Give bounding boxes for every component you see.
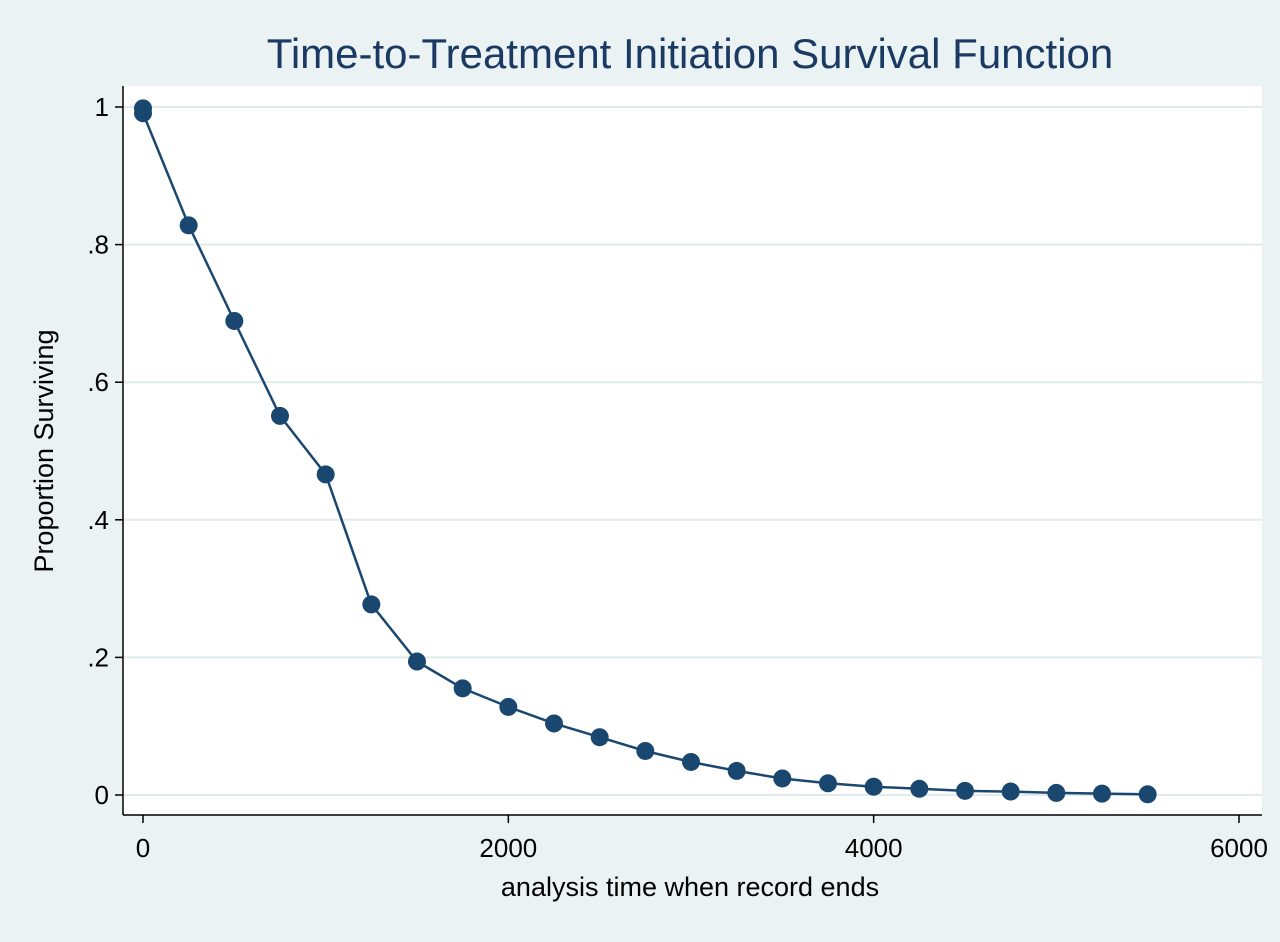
data-point (682, 752, 700, 771)
y-tick-label: .2 (87, 642, 109, 672)
data-point (316, 465, 335, 484)
y-tick-label: 0 (95, 780, 109, 810)
plot-area (123, 86, 1262, 815)
data-point (956, 781, 974, 800)
data-point (362, 595, 381, 614)
data-point (1093, 784, 1111, 803)
y-tick-label: .4 (87, 505, 109, 535)
data-point (1138, 785, 1157, 804)
data-point (864, 777, 883, 796)
y-tick-label: .8 (87, 230, 109, 260)
data-point (545, 714, 563, 733)
y-tick-label: .6 (87, 367, 109, 397)
y-tick-label: 1 (95, 92, 109, 122)
data-point (499, 697, 518, 716)
series-layer (134, 99, 1157, 804)
data-point (225, 311, 244, 330)
x-tick-label: 0 (136, 833, 150, 863)
data-point (134, 104, 152, 123)
x-axis-label: analysis time when record ends (501, 872, 879, 902)
chart-title: Time-to-Treatment Initiation Survival Fu… (267, 30, 1114, 77)
data-point (819, 774, 837, 793)
data-point (179, 216, 198, 235)
axis-ticks: 0 .2 .4 .6 .8 1 0 2000 4000 6000 (87, 92, 1268, 863)
data-point (727, 761, 746, 780)
data-point (773, 769, 792, 788)
data-point (271, 406, 289, 425)
x-tick-label: 4000 (845, 833, 903, 863)
y-axis-label: Proportion Surviving (29, 329, 59, 572)
x-tick-label: 6000 (1210, 833, 1268, 863)
data-point (1047, 783, 1066, 802)
gridlines (123, 106, 1262, 796)
data-point (408, 652, 426, 671)
data-point (453, 679, 472, 698)
data-point (590, 728, 609, 747)
x-tick-label: 2000 (479, 833, 537, 863)
data-point (1001, 782, 1020, 801)
data-point (636, 741, 655, 760)
data-point (910, 779, 929, 798)
